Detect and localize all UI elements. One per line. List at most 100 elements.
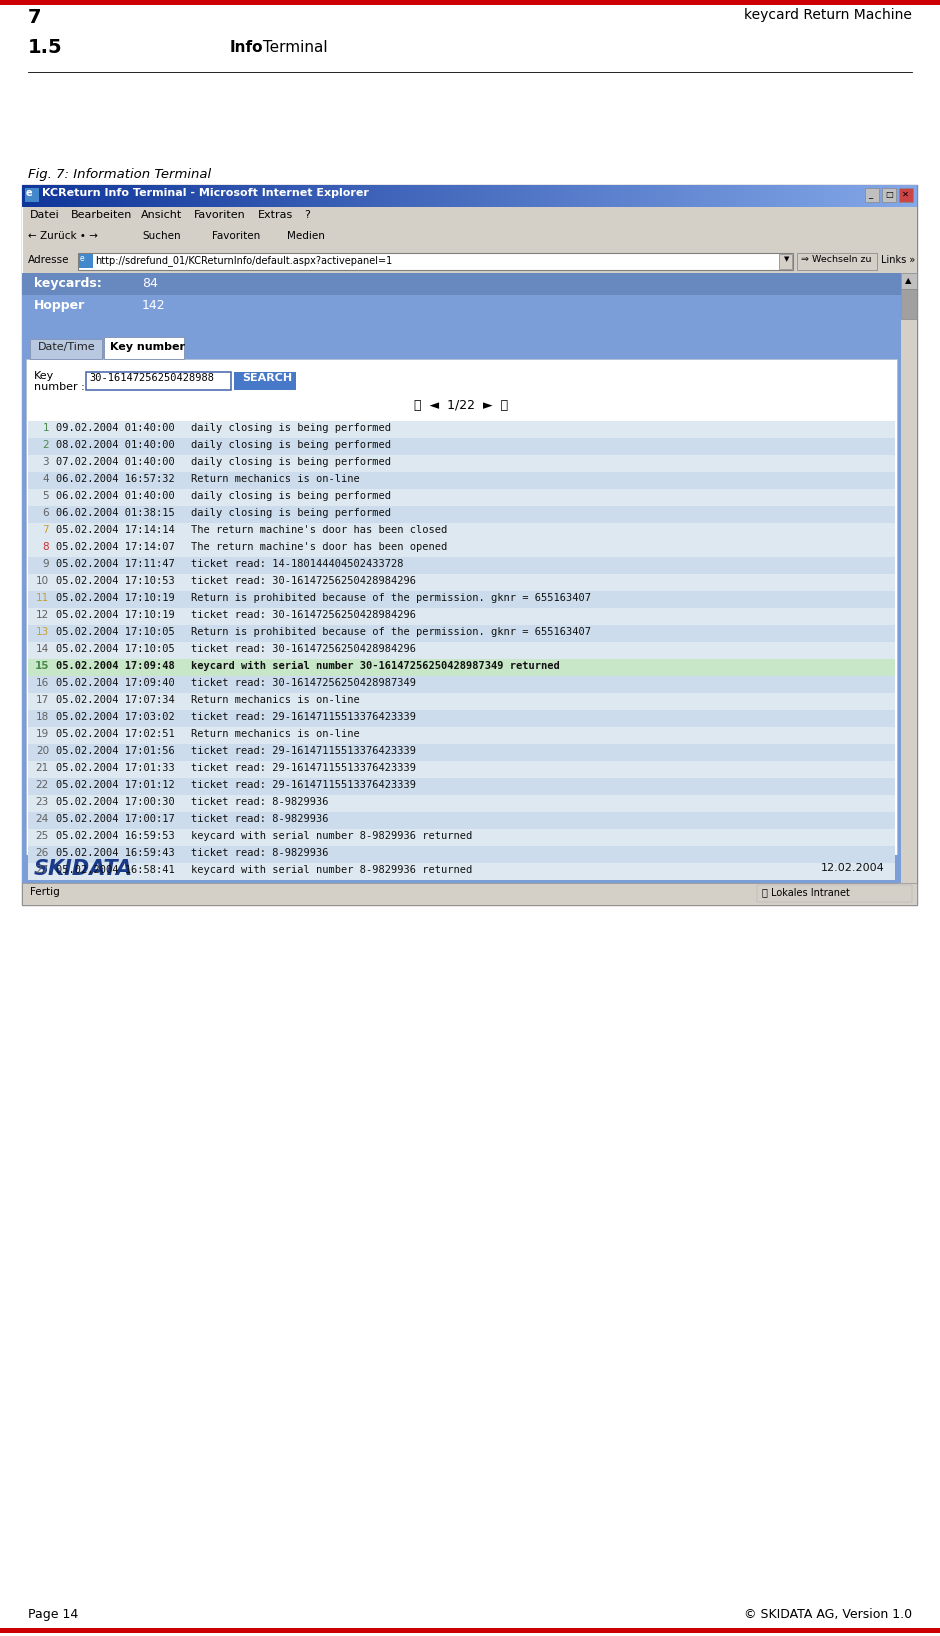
Bar — [255, 185, 256, 208]
Bar — [789, 185, 790, 208]
Bar — [203, 185, 204, 208]
Bar — [22, 317, 901, 337]
Bar — [645, 185, 646, 208]
Bar — [358, 185, 359, 208]
Bar — [868, 185, 869, 208]
Bar — [697, 185, 698, 208]
Bar — [406, 185, 407, 208]
Text: Medien: Medien — [287, 231, 325, 240]
Bar — [495, 185, 496, 208]
Bar — [711, 185, 712, 208]
Bar — [28, 710, 895, 726]
Bar — [138, 185, 139, 208]
Bar — [790, 185, 791, 208]
Bar — [457, 185, 458, 208]
Bar — [341, 185, 342, 208]
Text: ticket read: 8-9829936: ticket read: 8-9829936 — [191, 797, 328, 807]
Bar — [732, 185, 733, 208]
Bar — [473, 185, 474, 208]
Bar — [28, 625, 52, 641]
Bar — [855, 185, 856, 208]
Bar — [730, 185, 731, 208]
Bar — [28, 846, 52, 864]
Bar — [605, 185, 606, 208]
Bar — [872, 185, 873, 208]
Bar — [383, 185, 384, 208]
Text: 05.02.2004 17:09:48: 05.02.2004 17:09:48 — [56, 661, 175, 671]
Bar — [182, 185, 183, 208]
Bar — [248, 185, 249, 208]
Bar — [22, 227, 23, 250]
Bar — [865, 185, 866, 208]
Bar — [139, 185, 140, 208]
Bar — [448, 185, 449, 208]
Bar — [327, 185, 328, 208]
Bar — [66, 185, 67, 208]
Text: keycard with serial number 8-9829936 returned: keycard with serial number 8-9829936 ret… — [191, 831, 472, 841]
Bar — [34, 185, 35, 208]
Bar — [728, 185, 729, 208]
Bar — [372, 185, 373, 208]
Bar — [696, 185, 697, 208]
Bar — [781, 185, 782, 208]
Text: Info: Info — [230, 39, 263, 56]
Bar — [150, 185, 151, 208]
Bar — [330, 185, 331, 208]
Text: Terminal: Terminal — [258, 39, 328, 56]
Bar — [317, 185, 318, 208]
Bar — [161, 185, 162, 208]
Bar — [204, 185, 205, 208]
Bar — [454, 185, 455, 208]
Bar — [106, 185, 107, 208]
Bar — [901, 185, 902, 208]
Bar — [421, 185, 422, 208]
Bar — [410, 185, 411, 208]
Bar — [28, 811, 895, 829]
Bar — [772, 185, 773, 208]
Bar — [28, 556, 52, 574]
Bar — [614, 185, 615, 208]
Bar — [548, 185, 549, 208]
Bar — [822, 185, 823, 208]
Bar — [28, 524, 895, 540]
Bar — [905, 185, 906, 208]
Bar — [122, 185, 123, 208]
Bar — [522, 185, 523, 208]
Bar — [55, 185, 56, 208]
Bar — [827, 185, 828, 208]
Bar — [120, 185, 121, 208]
Bar — [224, 185, 225, 208]
Text: 05.02.2004 17:14:07: 05.02.2004 17:14:07 — [56, 542, 175, 551]
Bar — [30, 185, 31, 208]
Bar — [896, 185, 897, 208]
Bar — [104, 337, 184, 358]
Bar — [579, 185, 580, 208]
Bar — [315, 185, 316, 208]
Bar — [490, 185, 491, 208]
Bar — [673, 185, 674, 208]
Bar — [666, 185, 667, 208]
Bar — [901, 273, 917, 883]
Text: Date/Time: Date/Time — [38, 342, 96, 352]
Bar — [846, 185, 847, 208]
Bar — [164, 185, 165, 208]
Bar — [373, 185, 374, 208]
Bar — [706, 185, 707, 208]
Bar — [141, 185, 142, 208]
Bar — [806, 185, 807, 208]
Bar — [755, 185, 756, 208]
Text: ticket read: 29-16147115513376423339: ticket read: 29-16147115513376423339 — [191, 712, 416, 721]
Bar — [307, 185, 308, 208]
Text: Return mechanics is on-line: Return mechanics is on-line — [191, 474, 360, 484]
Bar — [794, 185, 795, 208]
Bar — [509, 185, 510, 208]
Bar — [176, 185, 177, 208]
Bar — [79, 185, 80, 208]
Bar — [467, 185, 468, 208]
Bar — [382, 185, 383, 208]
Bar — [219, 185, 220, 208]
Bar — [853, 185, 854, 208]
Bar — [247, 185, 248, 208]
Bar — [691, 185, 692, 208]
Bar — [28, 438, 895, 455]
